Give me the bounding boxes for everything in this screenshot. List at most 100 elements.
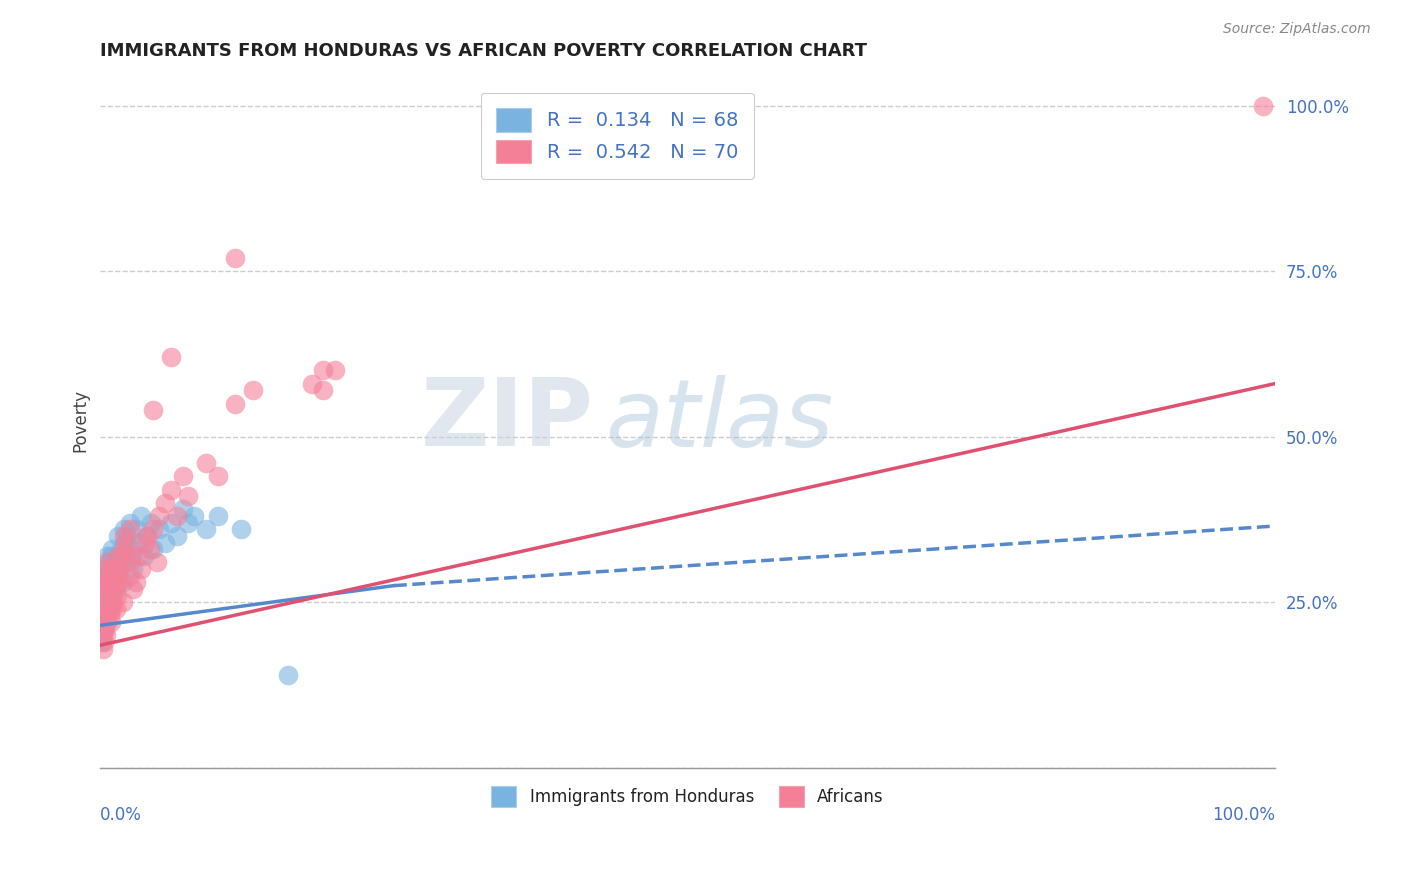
Point — [127, 535, 149, 549]
Point — [107, 549, 129, 563]
Point — [96, 615, 118, 629]
Point — [177, 516, 200, 530]
Point — [132, 549, 155, 563]
Point — [100, 575, 122, 590]
Point — [195, 522, 218, 536]
Point — [96, 601, 118, 615]
Point — [91, 641, 114, 656]
Point — [94, 589, 117, 603]
Point — [124, 522, 146, 536]
Point — [138, 542, 160, 557]
Point — [93, 622, 115, 636]
Text: 0.0%: 0.0% — [100, 806, 142, 824]
Point — [90, 628, 112, 642]
Point — [98, 562, 121, 576]
Point — [100, 575, 122, 590]
Point — [121, 549, 143, 563]
Point — [101, 601, 124, 615]
Point — [94, 622, 117, 636]
Point — [117, 535, 139, 549]
Point — [96, 568, 118, 582]
Point — [242, 384, 264, 398]
Point — [97, 575, 120, 590]
Point — [96, 575, 118, 590]
Point — [112, 529, 135, 543]
Point — [312, 384, 335, 398]
Point — [166, 529, 188, 543]
Point — [100, 595, 122, 609]
Point — [153, 535, 176, 549]
Point — [145, 556, 167, 570]
Point — [103, 582, 125, 596]
Point — [224, 251, 246, 265]
Point — [96, 582, 118, 596]
Point — [107, 568, 129, 582]
Point — [107, 529, 129, 543]
Point — [98, 608, 121, 623]
Point — [118, 522, 141, 536]
Point — [104, 562, 127, 576]
Point — [101, 582, 124, 596]
Point — [183, 509, 205, 524]
Point — [105, 568, 128, 582]
Point — [103, 575, 125, 590]
Point — [195, 456, 218, 470]
Point — [94, 601, 117, 615]
Point — [103, 575, 125, 590]
Point — [101, 562, 124, 576]
Point — [96, 549, 118, 563]
Point — [90, 635, 112, 649]
Point — [136, 529, 159, 543]
Point — [101, 562, 124, 576]
Point — [224, 396, 246, 410]
Point — [159, 350, 181, 364]
Point — [136, 529, 159, 543]
Point — [96, 595, 118, 609]
Point — [93, 582, 115, 596]
Point — [103, 568, 125, 582]
Point — [159, 483, 181, 497]
Text: ZIP: ZIP — [420, 374, 593, 466]
Point — [148, 522, 170, 536]
Text: IMMIGRANTS FROM HONDURAS VS AFRICAN POVERTY CORRELATION CHART: IMMIGRANTS FROM HONDURAS VS AFRICAN POVE… — [100, 42, 868, 60]
Point — [98, 601, 121, 615]
Point — [172, 502, 194, 516]
Point — [93, 595, 115, 609]
Point — [103, 595, 125, 609]
Point — [110, 556, 132, 570]
Point — [96, 615, 118, 629]
Point — [97, 582, 120, 596]
Point — [110, 542, 132, 557]
Point — [301, 376, 323, 391]
Point — [98, 582, 121, 596]
Point — [110, 549, 132, 563]
Y-axis label: Poverty: Poverty — [72, 389, 89, 451]
Point — [172, 469, 194, 483]
Point — [118, 516, 141, 530]
Point — [117, 529, 139, 543]
Point — [207, 509, 229, 524]
Point — [100, 595, 122, 609]
Point — [108, 562, 131, 576]
Point — [93, 589, 115, 603]
Point — [131, 562, 153, 576]
Point — [97, 601, 120, 615]
Point — [118, 556, 141, 570]
Legend: Immigrants from Honduras, Africans: Immigrants from Honduras, Africans — [482, 778, 893, 815]
Point — [177, 489, 200, 503]
Point — [312, 363, 335, 377]
Point — [94, 608, 117, 623]
Point — [97, 568, 120, 582]
Point — [98, 589, 121, 603]
Point — [118, 568, 141, 582]
Point — [91, 615, 114, 629]
Point — [96, 562, 118, 576]
Point — [96, 582, 118, 596]
Point — [96, 556, 118, 570]
Point — [124, 575, 146, 590]
Text: 100.0%: 100.0% — [1212, 806, 1275, 824]
Point — [323, 363, 346, 377]
Point — [98, 568, 121, 582]
Point — [207, 469, 229, 483]
Point — [115, 549, 138, 563]
